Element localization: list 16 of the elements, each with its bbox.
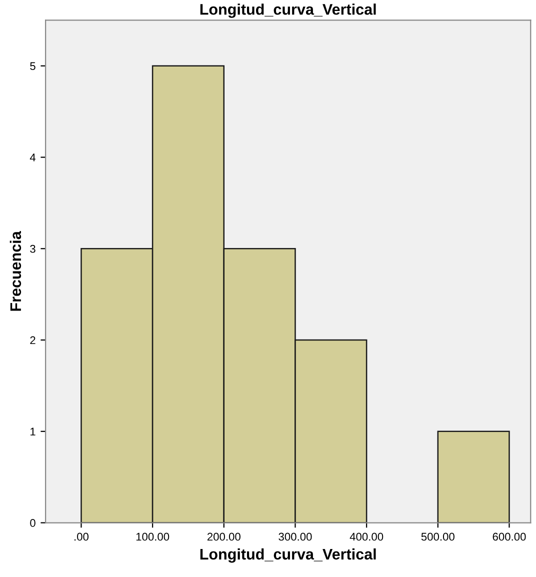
x-tick-label: 400.00 — [350, 532, 384, 541]
x-tick-label: 300.00 — [278, 532, 312, 541]
y-tick-label: 5 — [30, 62, 36, 70]
y-tick-label: 1 — [30, 428, 36, 436]
x-tick-label: .00 — [74, 532, 89, 541]
x-tick-label: 500.00 — [421, 532, 454, 541]
x-tick-label: 100.00 — [136, 532, 170, 541]
y-axis-title: Frecuencia — [10, 231, 22, 311]
y-tick-label: 0 — [30, 519, 36, 527]
y-tick-label: 4 — [30, 154, 36, 162]
y-tick-label: 3 — [30, 244, 36, 253]
x-tick-label: 600.00 — [492, 532, 526, 541]
x-tick-label: 200.00 — [207, 532, 240, 541]
x-axis-title: Longitud_curva_Vertical — [200, 548, 376, 563]
y-tick-label: 2 — [30, 336, 36, 344]
chart-title: Longitud_curva_Vertical — [200, 4, 376, 18]
